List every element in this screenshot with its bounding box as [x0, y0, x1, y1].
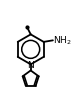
Text: NH$_2$: NH$_2$ [53, 34, 72, 47]
Text: N: N [27, 61, 34, 70]
